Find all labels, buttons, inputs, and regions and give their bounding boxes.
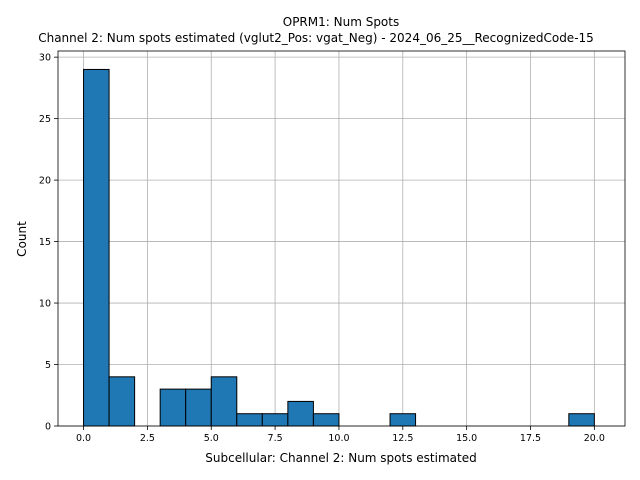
histogram-bar [159, 388, 187, 427]
histogram-bar [210, 376, 238, 427]
x-tick-label: 10.0 [328, 433, 349, 444]
x-axis-ticks: 0.0 2.5 5.0 7.5 10.0 12.5 15.0 17.5 20.0 [76, 426, 605, 444]
x-tick-label: 15.0 [456, 433, 477, 444]
plot-frame [57, 50, 626, 427]
x-tick-label: 12.5 [392, 433, 413, 444]
x-tick-label: 5.0 [204, 433, 219, 444]
x-tick-label: 0.0 [76, 433, 91, 444]
y-tick-label: 0 [45, 422, 51, 433]
histogram-bars [83, 68, 595, 427]
grid-lines [58, 51, 625, 427]
chart-title: OPRM1: Num Spots [283, 15, 399, 29]
histogram-bar [287, 400, 314, 427]
histogram-bar [185, 388, 212, 427]
histogram-bar [108, 376, 136, 427]
chart-subtitle: Channel 2: Num spots estimated (vglut2_P… [38, 31, 594, 45]
x-tick-label: 2.5 [140, 433, 155, 444]
histogram-bar [236, 413, 263, 427]
y-tick-label: 30 [39, 53, 51, 64]
y-tick-label: 20 [39, 176, 51, 187]
y-tick-label: 10 [39, 299, 51, 310]
y-axis-ticks: 0 5 10 15 20 25 30 [39, 53, 58, 433]
x-tick-label: 7.5 [268, 433, 283, 444]
histogram-bar [261, 413, 289, 427]
histogram-bar [389, 413, 417, 427]
x-tick-label: 20.0 [584, 433, 605, 444]
y-tick-label: 25 [39, 114, 51, 125]
histogram-bar [312, 413, 340, 427]
y-tick-label: 5 [45, 360, 51, 371]
histogram-bar [83, 68, 110, 427]
x-axis-label: Subcellular: Channel 2: Num spots estima… [205, 451, 476, 465]
y-tick-label: 15 [39, 237, 51, 248]
y-axis-label: Count [15, 221, 29, 257]
histogram-bar [568, 413, 595, 427]
x-tick-label: 17.5 [520, 433, 541, 444]
